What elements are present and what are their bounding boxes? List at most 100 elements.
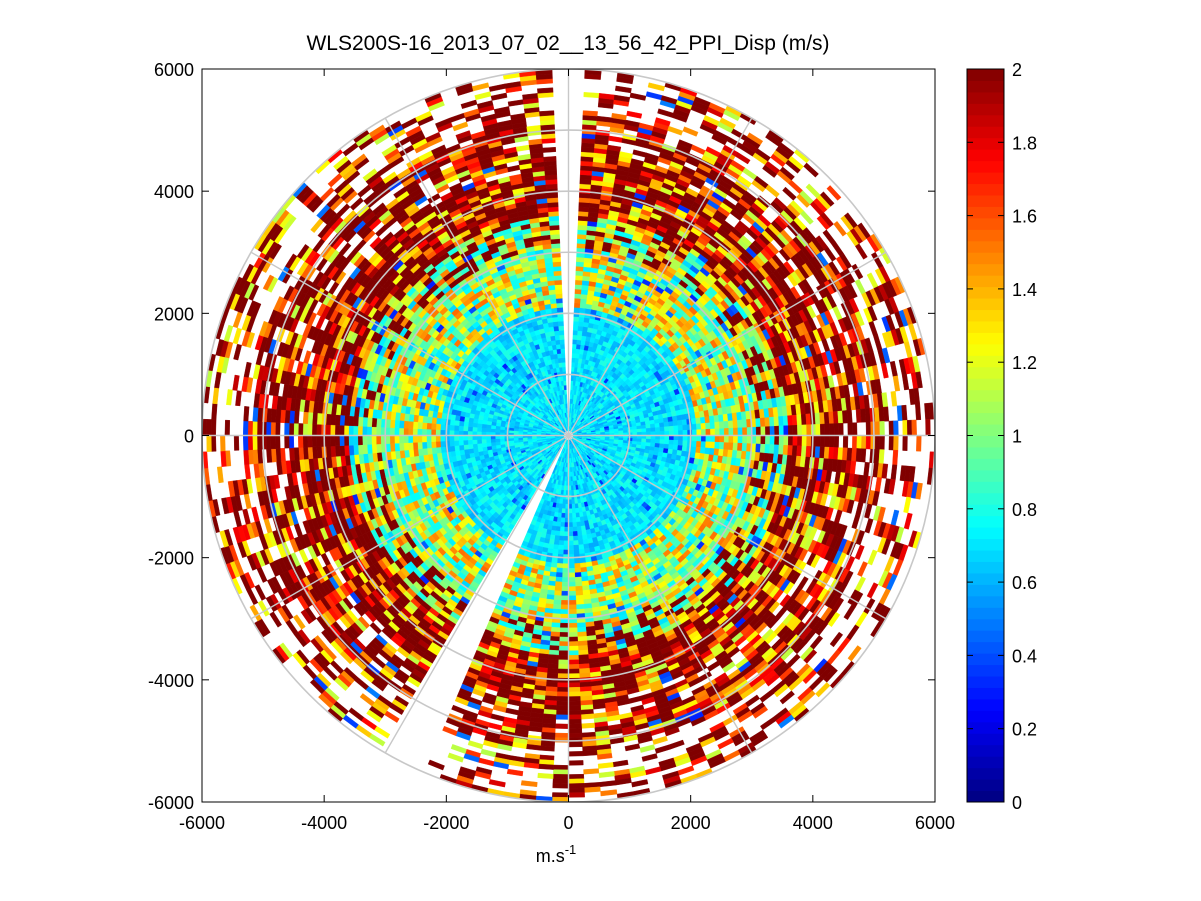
ppi-cell xyxy=(623,429,629,434)
ppi-cell xyxy=(560,521,565,528)
ppi-cell xyxy=(582,110,598,117)
ppi-cell xyxy=(819,423,826,436)
ppi-cell xyxy=(636,425,642,430)
ppi-cell xyxy=(888,420,895,436)
ppi-cell xyxy=(576,626,587,633)
ppi-cell xyxy=(572,339,578,345)
ppi-cell xyxy=(575,279,583,286)
ppi-cell xyxy=(645,424,651,429)
ppi-cell xyxy=(714,435,720,443)
ppi-cell xyxy=(668,444,674,450)
ppi-cell xyxy=(728,435,734,444)
ppi-cell xyxy=(556,691,569,697)
ppi-cell xyxy=(574,284,583,290)
ppi-cell xyxy=(760,435,766,445)
ppi-cell xyxy=(559,632,569,638)
ppi-cell xyxy=(723,420,729,429)
ppi-cell xyxy=(829,435,835,448)
ppi-cell xyxy=(568,622,578,629)
ppi-cell xyxy=(678,435,684,441)
ppi-cell xyxy=(568,700,581,707)
ppi-cell xyxy=(815,423,821,436)
ppi-cell xyxy=(792,424,798,436)
ppi-cell xyxy=(710,428,716,436)
ppi-cell xyxy=(568,590,576,597)
ppi-cell xyxy=(682,440,688,447)
ppi-cell xyxy=(568,664,580,670)
ppi-cell xyxy=(718,448,724,457)
ppi-cell xyxy=(860,448,867,463)
ppi-cell xyxy=(787,425,794,436)
ppi-cell xyxy=(672,444,679,451)
ppi-cell xyxy=(783,425,789,436)
ppi-cell xyxy=(568,673,580,679)
ppi-cell xyxy=(764,417,771,427)
ppi-cell xyxy=(800,413,807,426)
ppi-cell xyxy=(691,440,697,448)
ppi-cell xyxy=(906,419,913,436)
ppi-cell xyxy=(641,438,647,443)
ppi-cell xyxy=(708,447,715,456)
ppi-cell xyxy=(579,302,587,309)
ppi-cell xyxy=(723,435,730,443)
ppi-cell xyxy=(641,428,647,433)
chart-title: WLS200S-16_2013_07_02__13_56_42_PPI_Disp… xyxy=(306,32,829,55)
ppi-cell xyxy=(563,535,569,542)
ppi-cell xyxy=(682,435,688,442)
ppi-cell xyxy=(558,645,569,652)
ppi-cell xyxy=(576,334,583,341)
ppi-cell xyxy=(559,622,569,629)
ppi-cell xyxy=(575,512,580,518)
ppi-cell xyxy=(555,714,569,720)
ppi-cell xyxy=(847,422,853,436)
ppi-cell xyxy=(719,428,725,436)
ppi-cell xyxy=(737,442,743,452)
ppi-cell xyxy=(568,751,584,757)
ppi-cell xyxy=(575,594,584,601)
ppi-cell xyxy=(578,654,589,661)
ppi-cell xyxy=(769,435,775,445)
ppi-cell xyxy=(654,427,661,432)
ppi-cell xyxy=(672,420,679,427)
ppi-cell xyxy=(568,586,576,592)
ppi-cell xyxy=(579,681,592,688)
ppi-cell xyxy=(572,526,578,532)
ppi-cell xyxy=(778,435,785,446)
ppi-cell xyxy=(769,426,775,436)
ppi-cell xyxy=(583,92,600,99)
ppi-cell xyxy=(728,427,734,436)
ppi-cell xyxy=(572,334,578,340)
ppi-cell xyxy=(568,563,575,569)
ppi-cell xyxy=(576,243,586,249)
ppi-cell xyxy=(681,419,688,426)
ppi-cell xyxy=(557,659,569,665)
ppi-cell xyxy=(732,442,739,451)
ppi-cell xyxy=(580,713,595,720)
ppi-cell xyxy=(645,427,652,433)
ppi-cell xyxy=(576,608,585,615)
ppi-cell xyxy=(578,197,591,204)
ppi-cell xyxy=(695,417,702,425)
ppi-data-cells xyxy=(202,69,935,802)
ppi-cell xyxy=(640,424,647,430)
ppi-cell xyxy=(559,627,569,633)
ppi-cell xyxy=(696,441,702,448)
ppi-cell xyxy=(573,549,580,555)
ppi-cell xyxy=(568,732,583,739)
ppi-cell xyxy=(618,430,624,434)
ppi-cell xyxy=(573,307,581,313)
ppi-cell xyxy=(568,595,577,601)
ppi-cell xyxy=(883,406,890,422)
ppi-cell xyxy=(576,526,582,532)
ppi-cell xyxy=(792,435,798,447)
ppi-cell xyxy=(576,256,585,263)
ppi-cell xyxy=(709,441,716,449)
ppi-cell xyxy=(579,520,586,527)
ppi-cell xyxy=(574,503,579,509)
ppi-cell xyxy=(568,682,581,688)
ppi-cell xyxy=(575,261,585,267)
ppi-cell xyxy=(577,330,583,336)
ppi-cell xyxy=(572,535,579,542)
ppi-cell xyxy=(673,435,679,441)
ppi-cell xyxy=(879,435,885,450)
